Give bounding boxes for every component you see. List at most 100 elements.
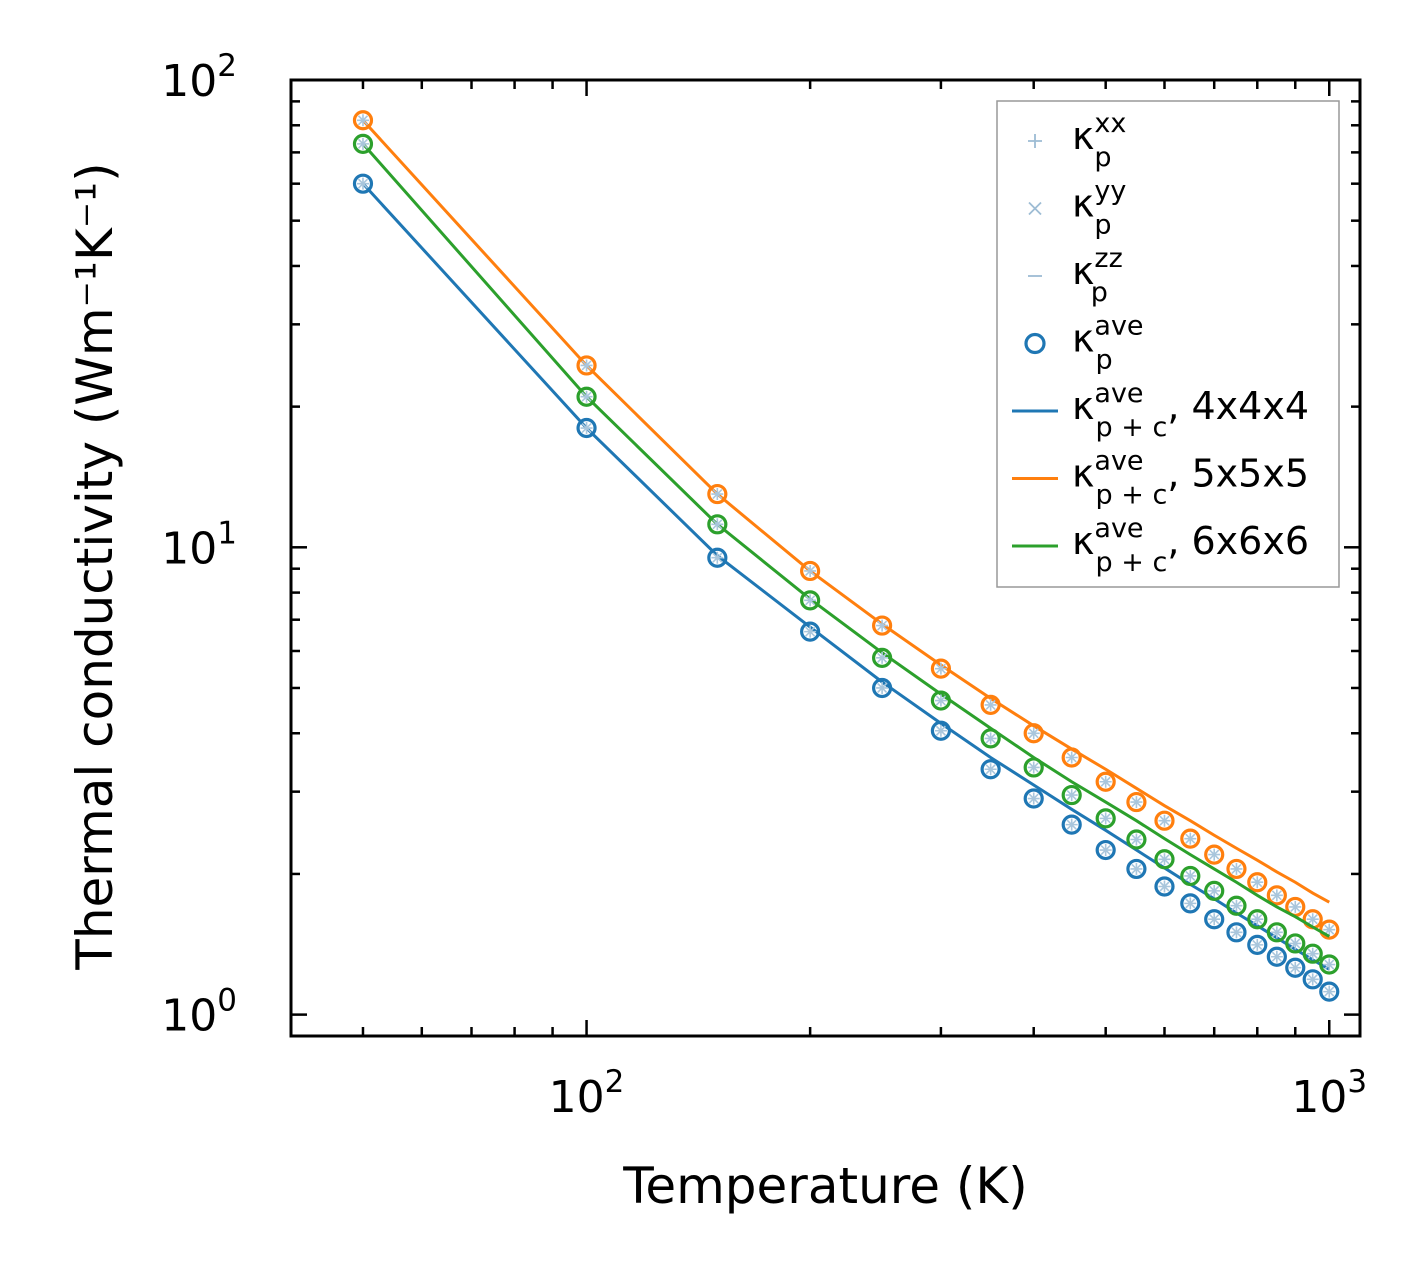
point-marker-yy: [1185, 833, 1196, 844]
legend-suffix: , 6x6x6: [1167, 519, 1309, 563]
legend-entry: κave p + c, 4x4x4: [1012, 378, 1309, 443]
data-point: [352, 173, 374, 194]
point-marker-ave: [1154, 876, 1175, 897]
legend-label: κave p: [1072, 311, 1144, 376]
series-group: [352, 110, 1340, 1002]
legend-marker-x: [1028, 201, 1042, 216]
data-point: [1095, 771, 1116, 792]
point-marker-yy: [1209, 885, 1220, 896]
legend-subscript: p: [1094, 210, 1111, 241]
legend-marker-circle: [1024, 332, 1046, 355]
y-tick-label: 101: [161, 515, 237, 574]
point-marker-yy: [1100, 844, 1111, 856]
x-axis-title: Temperature (K): [622, 1157, 1027, 1215]
data-point: [1154, 849, 1175, 870]
plot-frame: [289, 78, 1362, 1038]
legend-symbol: κ: [1072, 519, 1094, 563]
point-marker-yy: [1100, 813, 1111, 824]
point-marker-yy: [1131, 796, 1142, 808]
point-marker-yy: [1290, 938, 1301, 949]
tick-exponent: 0: [217, 983, 237, 1019]
data-point: [1154, 876, 1175, 897]
data-point: [1302, 943, 1323, 964]
data-point: [707, 483, 728, 505]
data-point: [800, 621, 821, 642]
point-marker-ave: [872, 677, 893, 699]
point-marker-yy: [712, 488, 723, 500]
y-axis-ticks: [291, 78, 1360, 1038]
data-point: [1180, 828, 1201, 849]
point-marker-yy: [1066, 789, 1077, 801]
data-point: [1095, 808, 1116, 829]
point-marker-yy: [581, 360, 592, 371]
point-marker-ave: [1180, 828, 1201, 849]
point-marker-ave: [1095, 808, 1116, 829]
data-point: [1061, 747, 1082, 768]
point-marker-yy: [1209, 914, 1220, 925]
tick-exponent: 3: [1347, 1064, 1367, 1100]
point-marker-yy: [1271, 927, 1282, 938]
tick-exponent: 2: [605, 1064, 625, 1100]
data-point: [1061, 784, 1082, 806]
legend-suffix: , 4x4x4: [1167, 384, 1309, 428]
point-marker-ave: [352, 110, 374, 131]
legend-entry: κave p + c, 6x6x6: [1012, 513, 1309, 578]
point-marker-yy: [805, 626, 816, 637]
point-marker-ave: [576, 417, 597, 439]
tick-base: 10: [1291, 1072, 1347, 1123]
point-marker-ave: [1154, 849, 1175, 870]
data-point: [872, 647, 893, 668]
x-axis-ticks: [289, 80, 1331, 1036]
data-point: [800, 590, 821, 611]
legend-label: κyy p: [1072, 176, 1126, 241]
point-marker-ave: [1247, 934, 1268, 955]
legend-label: κave p + c, 6x6x6: [1072, 513, 1309, 578]
data-point: [1095, 839, 1116, 861]
legend-superscript: ave: [1094, 378, 1143, 409]
tick-base: 10: [161, 56, 217, 107]
point-marker-ave: [707, 483, 728, 505]
point-marker-ave: [1319, 919, 1340, 940]
point-marker-ave: [1154, 810, 1175, 831]
point-marker-ave: [1319, 981, 1340, 1002]
legend-marker-plus: [1028, 134, 1042, 148]
point-marker-yy: [1324, 959, 1335, 970]
point-marker-yy: [1252, 939, 1263, 950]
legend-superscript: xx: [1094, 108, 1126, 139]
point-marker-yy: [1159, 854, 1170, 865]
point-marker-yy: [877, 620, 888, 631]
legend-label: κave p + c, 5x5x5: [1072, 446, 1309, 511]
point-marker-ave: [930, 658, 952, 679]
y-tick-label: 100: [161, 983, 237, 1042]
point-marker-ave: [1204, 844, 1225, 865]
point-marker-ave: [930, 720, 952, 741]
point-marker-yy: [1252, 914, 1263, 925]
legend-label: κzz p: [1072, 243, 1123, 308]
point-marker-ave: [1095, 771, 1116, 792]
point-marker-yy: [1209, 849, 1220, 860]
data-point: [576, 417, 597, 439]
data-point: [872, 615, 893, 636]
data-point: [1180, 893, 1201, 914]
point-marker-yy: [357, 138, 369, 149]
point-marker-ave: [930, 690, 952, 711]
data-point: [1204, 844, 1225, 865]
point-marker-ave: [1266, 946, 1287, 967]
legend-symbol: κ: [1072, 114, 1094, 158]
data-point: [1126, 791, 1147, 813]
legend-box: [996, 100, 1340, 588]
point-marker-yy: [877, 682, 888, 694]
point-marker-yy: [1324, 986, 1335, 997]
data-point: [1226, 895, 1247, 916]
legend-suffix: , 5x5x5: [1167, 452, 1309, 496]
data-point: [1319, 981, 1340, 1002]
point-marker-ave: [1285, 933, 1306, 954]
point-marker-yy: [985, 764, 996, 775]
data-point: [1285, 957, 1306, 978]
data-point: [930, 658, 952, 679]
point-marker-ave: [980, 728, 1001, 749]
data-point: [980, 694, 1001, 716]
point-marker-ave: [1302, 969, 1323, 990]
